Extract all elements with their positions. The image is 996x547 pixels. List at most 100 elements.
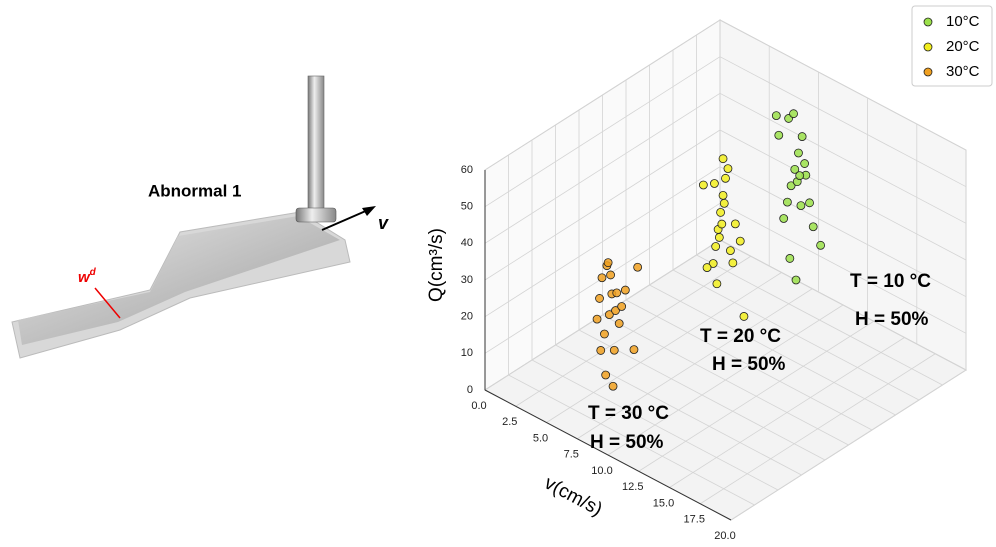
- point: [723, 164, 733, 174]
- point: [702, 263, 712, 272]
- grid-line: [719, 202, 967, 334]
- grid-line: [546, 272, 782, 423]
- point: [601, 370, 611, 380]
- point: [800, 159, 810, 168]
- point: [712, 279, 722, 289]
- y-tick-label: 30: [461, 274, 473, 286]
- grid-line: [515, 255, 751, 407]
- point: [604, 310, 614, 320]
- point: [718, 154, 728, 164]
- grid-line: [719, 56, 967, 188]
- point: [739, 312, 749, 321]
- point: [603, 258, 613, 268]
- point: [612, 288, 622, 298]
- grid-line: [607, 304, 844, 456]
- grid-line: [730, 369, 967, 521]
- width-label-sup: d: [90, 267, 97, 278]
- point: [796, 201, 806, 211]
- point: [617, 302, 627, 311]
- grid-line: [484, 19, 721, 171]
- tool-head: [295, 207, 337, 223]
- point: [791, 275, 801, 285]
- point: [716, 207, 725, 217]
- point: [808, 222, 818, 232]
- point: [790, 164, 800, 174]
- velocity-label: v: [378, 213, 389, 233]
- point: [771, 111, 781, 120]
- point: [728, 258, 738, 268]
- point: [721, 173, 730, 183]
- legend-label: 30°C: [946, 63, 980, 80]
- point: [774, 130, 784, 140]
- grid-line: [638, 320, 874, 472]
- point: [609, 345, 619, 355]
- x-tick-label: 5.0: [533, 432, 548, 444]
- point: [719, 198, 729, 208]
- point: [789, 109, 798, 119]
- point: [785, 254, 795, 263]
- annotation: H = 50%: [855, 309, 929, 330]
- grid-line: [484, 56, 721, 208]
- point: [592, 314, 602, 324]
- illustration-title: Abnormal 1: [148, 181, 242, 200]
- y-tick-label: 10: [461, 347, 473, 359]
- tool-rod: [307, 75, 325, 211]
- point: [708, 259, 718, 268]
- x-tick-label: 17.5: [684, 514, 705, 526]
- grid-line: [719, 166, 967, 298]
- point: [595, 294, 604, 303]
- point: [797, 132, 807, 141]
- x-tick-label: 15.0: [653, 497, 674, 509]
- point: [717, 219, 727, 229]
- grid-line: [719, 92, 967, 224]
- x-tick-label: 20.0: [714, 530, 735, 542]
- grid-line: [484, 129, 721, 281]
- illustration: v Abnormal 1 wd: [11, 75, 389, 359]
- annotation: T = 10 °C: [850, 271, 931, 292]
- grid-line: [700, 353, 936, 505]
- x-tick-label: 12.5: [622, 481, 643, 493]
- width-label-main: w: [78, 269, 91, 286]
- annotation: H = 50%: [590, 432, 664, 453]
- y-tick-label: 60: [461, 164, 473, 176]
- point: [698, 180, 708, 190]
- legend-box: [911, 5, 993, 87]
- x-axis-label: v(cm/s): [541, 473, 606, 521]
- point: [608, 381, 618, 391]
- point: [782, 197, 792, 207]
- grid-line: [484, 166, 721, 318]
- point: [629, 345, 639, 355]
- point: [597, 273, 607, 283]
- x-axis: [484, 389, 732, 521]
- x-tick-label: 2.5: [502, 416, 517, 428]
- x-tick-label: 0.0: [471, 400, 486, 412]
- chart: 0 10 20 30 40 50 60 0.0 2.5 5.0 7.5 10.0 12.5 15.0 17.…: [426, 5, 993, 542]
- point: [633, 262, 643, 272]
- point: [711, 242, 721, 251]
- point: [596, 346, 606, 355]
- point: [730, 219, 740, 229]
- grid-line: [719, 19, 967, 151]
- y-axis-label: Q(cm³/s): [426, 228, 447, 302]
- legend-label: 10°C: [946, 13, 980, 30]
- point: [614, 319, 624, 328]
- point: [714, 233, 724, 242]
- grid-line: [719, 129, 967, 261]
- point: [795, 171, 805, 181]
- y-tick-label: 40: [461, 237, 473, 249]
- point: [786, 181, 796, 191]
- y-tick-label: 50: [461, 201, 473, 213]
- annotation: T = 30 °C: [588, 403, 669, 424]
- x-tick-label: 10.0: [591, 465, 612, 477]
- x-tick-label: 7.5: [564, 449, 579, 461]
- arrow-head: [362, 206, 376, 216]
- part-surface: [18, 216, 340, 345]
- point: [600, 329, 609, 339]
- width-arrow: [94, 287, 121, 319]
- point: [718, 190, 728, 200]
- y-tick-label: 20: [461, 311, 473, 323]
- point: [620, 285, 630, 295]
- point: [779, 214, 789, 223]
- grid-line: [484, 239, 721, 391]
- annotation: H = 50%: [712, 354, 786, 375]
